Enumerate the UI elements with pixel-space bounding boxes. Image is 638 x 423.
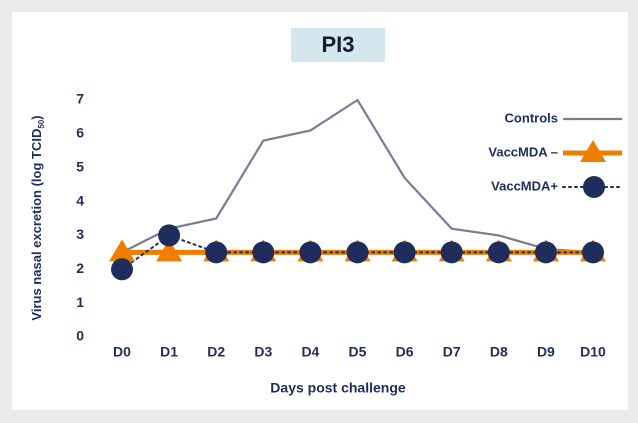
legend-marker <box>583 176 605 198</box>
x-tick-label: D4 <box>301 344 319 360</box>
x-tick-label: D5 <box>349 344 367 360</box>
x-tick-label: D10 <box>580 344 606 360</box>
x-tick-label: D1 <box>160 344 178 360</box>
x-tick-label: D6 <box>396 344 414 360</box>
marker <box>440 241 463 264</box>
x-tick-label: D9 <box>537 344 555 360</box>
y-tick-label: 0 <box>76 328 84 344</box>
legend-label: VaccMDA – <box>488 144 558 159</box>
y-tick-label: 3 <box>76 226 84 242</box>
x-tick-label: D0 <box>113 344 131 360</box>
y-axis-label-subscript: 50 <box>37 119 46 128</box>
marker <box>252 241 275 264</box>
panel <box>12 12 628 410</box>
legend-label: Controls <box>505 110 558 125</box>
marker <box>111 258 133 281</box>
chart-title: PI3 <box>321 32 354 57</box>
y-tick-label: 6 <box>76 125 84 141</box>
series-line <box>121 234 594 271</box>
y-axis-label-text: Virus nasal excretion (log TCID <box>29 129 44 321</box>
x-axis-label: Days post challenge <box>270 380 406 396</box>
x-tick-label: D3 <box>254 344 272 360</box>
title-box <box>291 28 385 62</box>
y-tick-label: 7 <box>76 91 84 107</box>
y-axis-label-suffix: ) <box>29 115 44 119</box>
series-line <box>121 98 594 254</box>
legend-marker <box>580 140 606 162</box>
marker <box>582 241 604 264</box>
legend-label: VaccMDA+ <box>491 178 558 193</box>
marker <box>534 241 557 264</box>
marker <box>109 239 135 262</box>
y-tick-label: 1 <box>76 294 84 310</box>
x-tick-label: D8 <box>490 344 508 360</box>
marker <box>158 224 181 247</box>
marker <box>156 239 183 262</box>
x-tick-label: D7 <box>443 344 461 360</box>
y-tick-label: 5 <box>76 158 84 174</box>
y-tick-label: 4 <box>76 192 84 208</box>
marker <box>487 241 510 264</box>
y-axis-label: Virus nasal excretion (log TCID50) <box>29 115 46 320</box>
marker <box>346 241 369 264</box>
marker <box>393 241 416 264</box>
marker <box>205 241 228 264</box>
x-tick-label: D2 <box>207 344 225 360</box>
marker <box>299 241 322 264</box>
y-tick-label: 2 <box>76 260 84 276</box>
